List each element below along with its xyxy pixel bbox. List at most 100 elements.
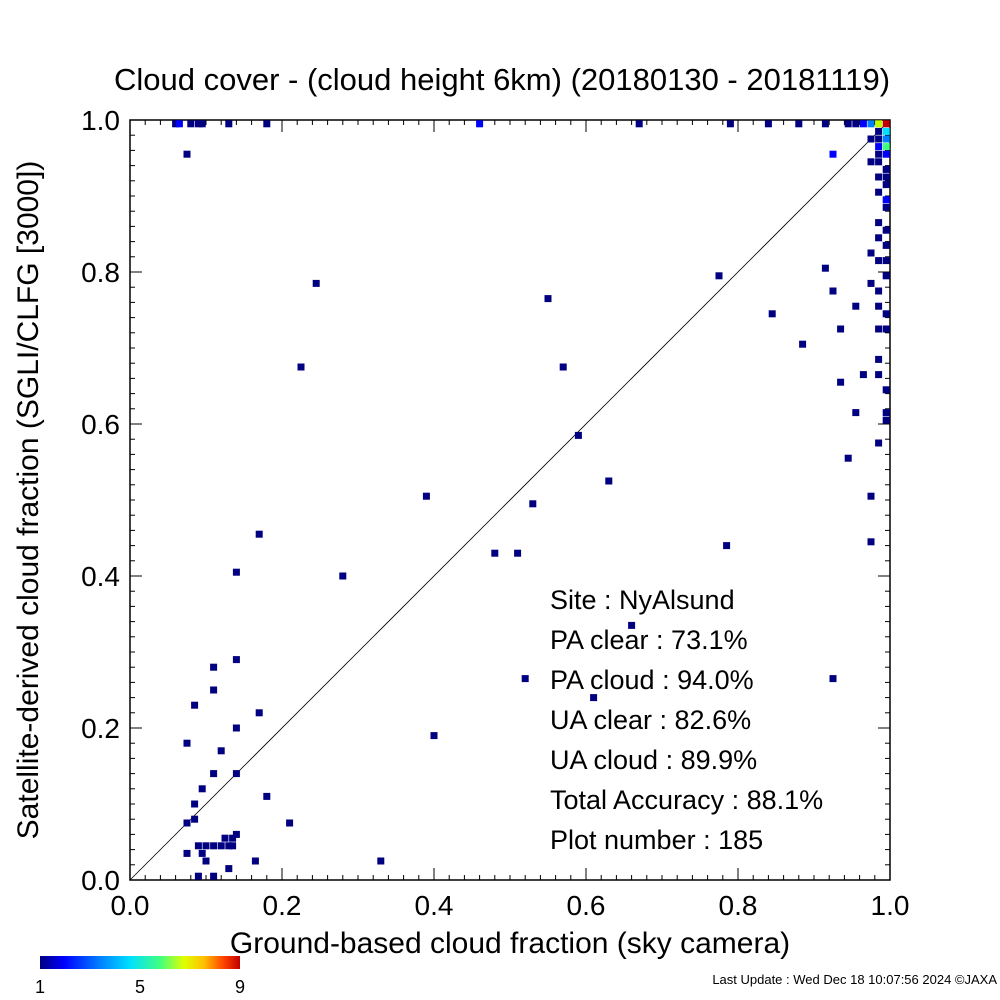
data-cell xyxy=(795,120,803,128)
data-cell xyxy=(882,257,890,265)
data-cell xyxy=(867,249,875,257)
data-cell xyxy=(529,500,537,508)
data-cell xyxy=(844,454,852,462)
last-update-text: Last Update : Wed Dec 18 10:07:56 2024 ©… xyxy=(712,972,997,987)
data-cell xyxy=(210,872,218,880)
data-cell xyxy=(867,279,875,287)
data-cell xyxy=(255,709,263,717)
data-cell xyxy=(875,287,883,295)
data-cell xyxy=(723,542,731,550)
data-cell xyxy=(882,181,890,189)
data-cell xyxy=(859,371,867,379)
data-cell xyxy=(875,302,883,310)
data-cell xyxy=(882,150,890,158)
data-cell xyxy=(430,732,438,740)
data-cell xyxy=(255,530,263,538)
data-cell xyxy=(882,165,890,173)
data-cell xyxy=(882,416,890,424)
data-cell xyxy=(183,150,191,158)
data-cell xyxy=(875,143,883,151)
colorbar-tick-label: 1 xyxy=(35,977,45,997)
data-cell xyxy=(232,568,240,576)
x-tick-label: 0.2 xyxy=(263,890,302,921)
data-cell xyxy=(198,849,206,857)
stats-line: PA clear : 73.1% xyxy=(550,625,748,655)
data-cell xyxy=(867,120,875,128)
data-cell xyxy=(882,143,890,151)
data-cell xyxy=(837,378,845,386)
data-cell xyxy=(875,173,883,181)
data-cell xyxy=(875,150,883,158)
data-cell xyxy=(852,302,860,310)
data-cell xyxy=(198,120,206,128)
x-tick-label: 0.4 xyxy=(415,890,454,921)
data-cell xyxy=(491,549,499,557)
data-cell xyxy=(829,287,837,295)
chart-title: Cloud cover - (cloud height 6km) (201801… xyxy=(114,62,890,97)
data-cell xyxy=(521,675,529,683)
data-cell xyxy=(263,120,271,128)
data-cell xyxy=(768,310,776,318)
x-tick-label: 1.0 xyxy=(871,890,910,921)
axis-ticks xyxy=(129,119,891,881)
stats-line: Plot number : 185 xyxy=(550,825,763,855)
data-cell xyxy=(715,272,723,280)
data-cell xyxy=(590,694,598,702)
y-tick-label: 0.0 xyxy=(81,865,120,896)
data-cell xyxy=(882,325,890,333)
data-cell xyxy=(852,409,860,417)
y-tick-label: 0.2 xyxy=(81,713,120,744)
data-cell xyxy=(225,842,233,850)
data-cell xyxy=(875,355,883,363)
data-cell xyxy=(544,295,552,303)
data-cells xyxy=(172,120,890,880)
data-cell xyxy=(875,120,883,128)
data-cell xyxy=(225,120,233,128)
data-cell xyxy=(175,120,183,128)
data-cell xyxy=(232,656,240,664)
data-cell xyxy=(263,792,271,800)
data-cell xyxy=(882,196,890,204)
colorbar-labels: 1 5 9 xyxy=(35,977,245,997)
data-cell xyxy=(210,686,218,694)
data-cell xyxy=(377,857,385,865)
colorbar-tick-label: 5 xyxy=(135,977,145,997)
data-cell xyxy=(867,492,875,500)
data-cell xyxy=(882,272,890,280)
data-cell xyxy=(799,340,807,348)
data-cell xyxy=(844,120,852,128)
data-cell xyxy=(764,120,772,128)
data-cell xyxy=(191,800,199,808)
data-cell xyxy=(229,842,237,850)
data-cell xyxy=(251,857,259,865)
data-cell xyxy=(837,325,845,333)
data-cell xyxy=(821,264,829,272)
data-cell xyxy=(859,120,867,128)
x-tick-label: 0.6 xyxy=(567,890,606,921)
data-cell xyxy=(312,279,320,287)
data-cell xyxy=(867,538,875,546)
data-cell xyxy=(232,724,240,732)
data-cell xyxy=(628,621,636,629)
data-cell xyxy=(635,120,643,128)
data-cell xyxy=(882,226,890,234)
data-cell xyxy=(194,842,202,850)
data-cell xyxy=(867,135,875,143)
data-cell xyxy=(202,842,210,850)
data-cell xyxy=(221,834,229,842)
data-cell xyxy=(821,120,829,128)
colorbar-tick-label: 9 xyxy=(235,977,245,997)
stats-box: Site : NyAlsund PA clear : 73.1% PA cloud … xyxy=(550,585,823,855)
data-cell xyxy=(286,819,294,827)
data-cell xyxy=(882,203,890,211)
y-tick-label: 0.6 xyxy=(81,409,120,440)
y-tick-label: 0.4 xyxy=(81,561,120,592)
data-cell xyxy=(210,663,218,671)
data-cell xyxy=(574,431,582,439)
data-cell xyxy=(829,675,837,683)
data-cell xyxy=(183,739,191,747)
data-cell xyxy=(183,849,191,857)
data-cell xyxy=(187,120,195,128)
data-cell xyxy=(867,158,875,166)
data-cell xyxy=(875,127,883,135)
